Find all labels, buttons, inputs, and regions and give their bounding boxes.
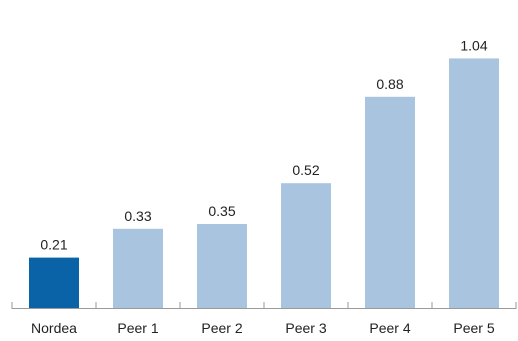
value-labels-layer: 0.21 0.33 0.35 0.52 0.88 1.04 — [40, 37, 487, 252]
bar-peer-4 — [365, 96, 415, 308]
bar-peer-3 — [281, 183, 331, 308]
category-label: Nordea — [31, 320, 77, 336]
category-label: Peer 3 — [285, 320, 326, 336]
bar-peer-1 — [113, 228, 163, 308]
bars-layer — [29, 58, 499, 309]
bar-peer-2 — [197, 224, 247, 308]
bar-nordea — [29, 257, 79, 308]
value-label: 0.35 — [208, 203, 235, 219]
category-label: Peer 4 — [369, 320, 410, 336]
category-label: Peer 1 — [117, 320, 158, 336]
value-label: 0.21 — [40, 237, 67, 253]
value-label: 0.52 — [292, 162, 319, 178]
category-label: Peer 5 — [453, 320, 494, 336]
category-label: Peer 2 — [201, 320, 242, 336]
category-labels-layer: Nordea Peer 1 Peer 2 Peer 3 Peer 4 Peer 5 — [31, 320, 495, 336]
value-label: 0.88 — [376, 76, 403, 92]
x-axis — [11, 302, 517, 309]
value-label: 0.33 — [124, 208, 151, 224]
value-label: 1.04 — [460, 37, 487, 53]
bar-peer-5 — [449, 58, 499, 309]
